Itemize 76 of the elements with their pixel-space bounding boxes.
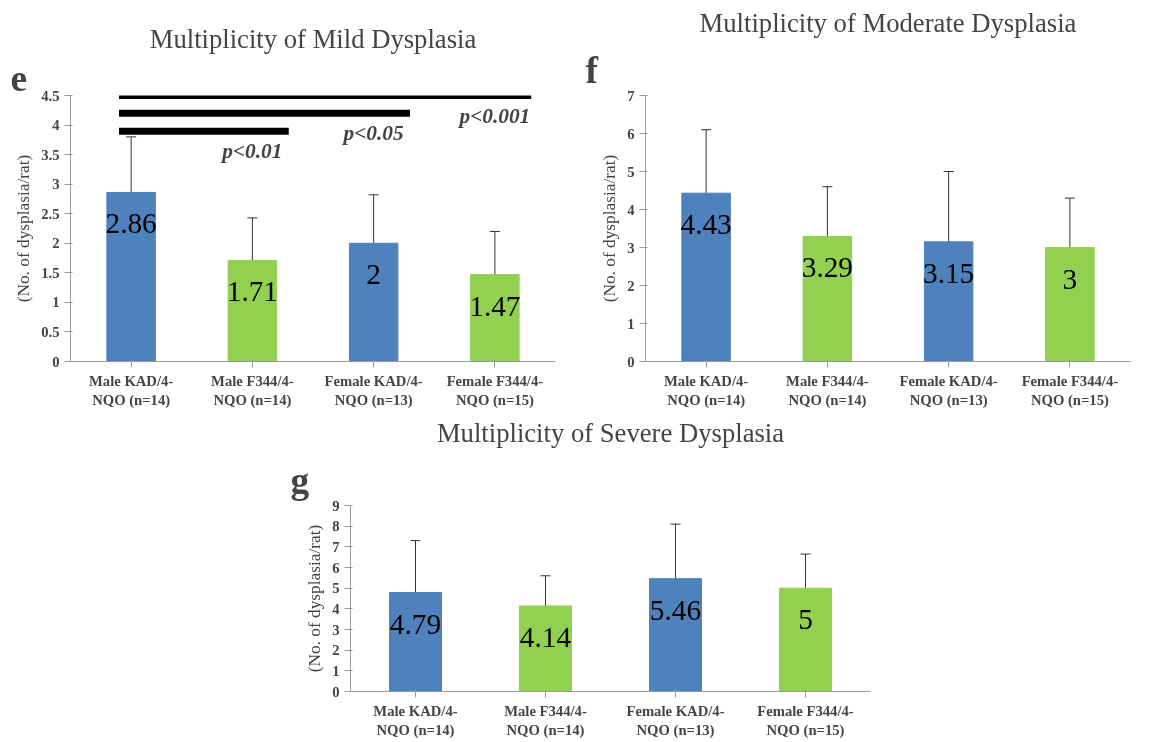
y-axis-title: (No. of dysplasia/rat): [14, 154, 34, 303]
chart-title: Multiplicity of Moderate Dysplasia: [699, 7, 1077, 38]
y-tick-label: 1.5: [41, 264, 60, 281]
y-tick-label: 2: [332, 642, 340, 659]
bar: [1045, 247, 1095, 362]
y-tick-label: 7: [627, 87, 635, 104]
data-label: 5: [798, 603, 813, 636]
x-tick-label: Male KAD/4- NQO (n=14): [89, 372, 174, 409]
text: g: [290, 459, 310, 501]
x-tick-label: Female KAD/4- NQO (n=13): [626, 702, 725, 739]
data-label: 1.47: [469, 289, 521, 322]
y-tick-label: 1: [627, 315, 635, 332]
y-tick-label: 6: [627, 125, 635, 142]
y-tick-label: 5: [627, 163, 635, 180]
y-tick-label: 3: [52, 176, 60, 193]
y-tick-label: 4: [627, 201, 636, 218]
annotation: p<0.001: [457, 103, 531, 128]
bar: [681, 192, 731, 362]
y-tick-label: 0: [332, 683, 340, 700]
x-tick-label: Male F344/4- NQO (n=14): [786, 372, 869, 409]
x-tick-label: Female F344/4- NQO (n=15): [446, 372, 544, 409]
x-tick-label: Female KAD/4- NQO (n=13): [324, 372, 423, 409]
bar: [389, 592, 442, 692]
y-tick-label: 3.5: [41, 146, 60, 163]
x-tick-label: Female KAD/4- NQO (n=13): [899, 372, 998, 409]
bar: [348, 242, 399, 362]
x-tick-label: Female F344/4- NQO (n=15): [1021, 372, 1119, 409]
y-tick-label: 2.5: [41, 205, 60, 222]
chart-title: Multiplicity of Severe Dysplasia: [436, 417, 785, 448]
data-label: 2.86: [105, 207, 157, 240]
y-tick-label: 0: [52, 353, 60, 370]
text: e: [10, 57, 28, 99]
y-tick-label: 4.5: [41, 87, 60, 104]
y-tick-label: 5: [332, 580, 340, 597]
text: f: [585, 49, 599, 91]
y-tick-label: 1: [332, 662, 340, 679]
y-tick-label: 4: [52, 117, 61, 134]
data-label: 4.79: [389, 607, 442, 640]
y-tick-label: 2: [52, 235, 60, 252]
data-label: 3: [1062, 262, 1078, 295]
y-axis-title: (No. of dysplasia/rat): [305, 524, 325, 673]
y-tick-label: 3: [627, 239, 635, 256]
bar: [106, 191, 156, 362]
annotation: p<0.05: [341, 121, 405, 146]
data-label: 3.29: [801, 251, 854, 284]
y-tick-label: 4: [332, 600, 341, 617]
y-tick-label: 1: [52, 294, 60, 311]
y-tick-label: 9: [332, 497, 340, 514]
data-label: 4.43: [680, 208, 732, 241]
x-tick-label: Male F344/4- NQO (n=14): [211, 372, 294, 409]
bar: [470, 274, 520, 362]
x-tick-label: Female F344/4- NQO (n=15): [757, 702, 854, 739]
x-tick-label: Male KAD/4- NQO (n=14): [373, 702, 458, 739]
data-label: 2: [366, 258, 381, 291]
y-tick-label: 2: [627, 277, 635, 294]
y-tick-label: 8: [332, 518, 340, 535]
bar: [519, 605, 572, 692]
bar: [923, 241, 974, 362]
y-tick-label: 6: [332, 559, 340, 576]
data-label: 5.46: [649, 593, 702, 626]
data-label: 1.71: [226, 275, 279, 308]
chart-title: Multiplicity of Mild Dysplasia: [149, 23, 477, 54]
y-tick-label: 3: [332, 621, 340, 638]
x-tick-label: Male KAD/4- NQO (n=14): [664, 372, 749, 409]
data-label: 3.15: [922, 256, 975, 289]
y-tick-label: 7: [332, 538, 340, 555]
data-label: 4.14: [519, 620, 572, 653]
bar: [649, 578, 702, 692]
y-tick-label: 0: [627, 353, 635, 370]
bar: [227, 259, 278, 362]
y-axis-title: (No. of dysplasia/rat): [600, 154, 620, 303]
bar: [802, 235, 853, 362]
x-tick-label: Male F344/4- NQO (n=14): [504, 702, 587, 739]
annotation: p<0.01: [220, 139, 283, 164]
bar: [779, 587, 832, 692]
y-tick-label: 0.5: [41, 323, 60, 340]
